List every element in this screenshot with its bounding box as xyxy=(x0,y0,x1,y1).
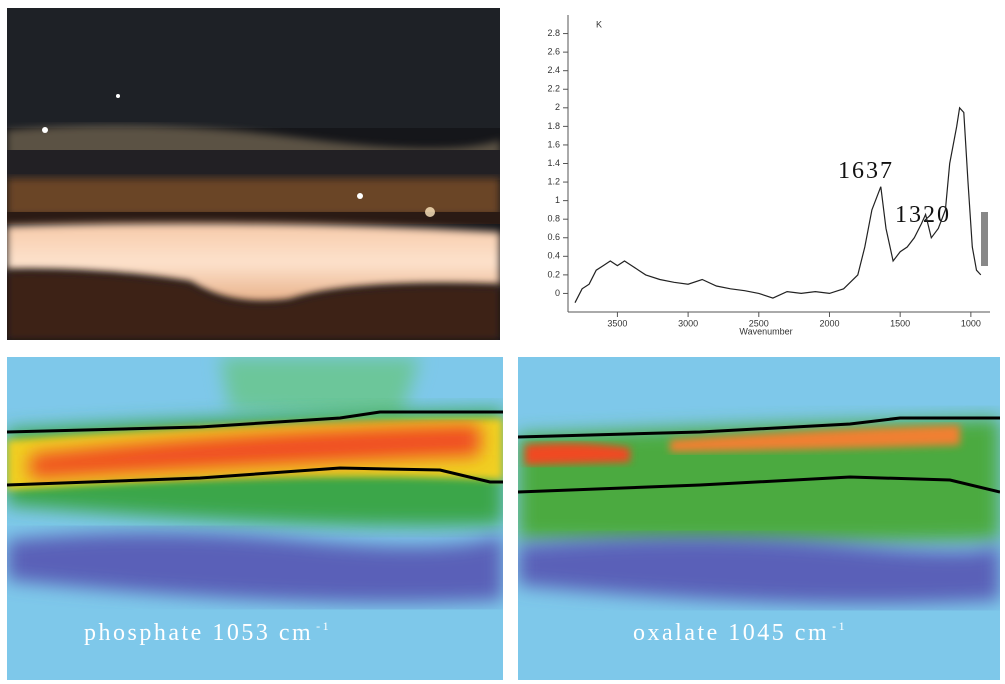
map-label-superscript: -1 xyxy=(832,619,847,633)
y-tick-label: 1 xyxy=(555,195,560,205)
map-label: phosphate 1053 cm -1 xyxy=(84,619,331,646)
y-tick-label: 0.8 xyxy=(547,214,560,224)
micrograph xyxy=(7,8,500,340)
map-label-superscript: -1 xyxy=(316,619,331,633)
y-tick-label: 2.2 xyxy=(547,84,560,94)
x-tick-label: 1500 xyxy=(890,318,910,328)
marker-bar xyxy=(981,212,988,266)
y-tick-label: 1.8 xyxy=(547,121,560,131)
x-tick-label: 2000 xyxy=(819,318,839,328)
y-tick-label: 2.8 xyxy=(547,28,560,38)
x-tick-label: 3000 xyxy=(678,318,698,328)
map-label-text: oxalate 1045 cm xyxy=(633,620,829,646)
y-tick-label: 2.4 xyxy=(547,65,560,75)
y-tick-label: 1.2 xyxy=(547,176,560,186)
y-tick-label: 0.2 xyxy=(547,269,560,279)
y-tick-label: 0.4 xyxy=(547,251,560,261)
map-label: oxalate 1045 cm -1 xyxy=(633,619,847,646)
x-tick-label: 2500 xyxy=(749,318,769,328)
y-tick-label: 1.4 xyxy=(547,158,560,168)
y-tick-label: 2.6 xyxy=(547,47,560,57)
x-tick-label: 1000 xyxy=(961,318,981,328)
annotation: 1637 xyxy=(838,158,894,184)
spectrum: 3500 3000 2500 2000 1500 1000 xyxy=(574,106,982,328)
y-axis-label: K xyxy=(596,19,602,29)
y-tick-label: 0.6 xyxy=(547,232,560,242)
map-label-text: phosphate 1053 cm xyxy=(84,620,313,646)
chemical-map xyxy=(7,357,503,680)
x-axis-label: Wavenumber xyxy=(739,326,792,336)
annotation: 1320 xyxy=(895,202,951,228)
spectrum-line xyxy=(574,106,982,303)
y-tick-label: 2 xyxy=(555,102,560,112)
x-tick-label: 3500 xyxy=(607,318,627,328)
chemical-map xyxy=(518,357,1000,680)
y-tick-label: 1.6 xyxy=(547,139,560,149)
y-tick-label: 0 xyxy=(555,288,560,298)
